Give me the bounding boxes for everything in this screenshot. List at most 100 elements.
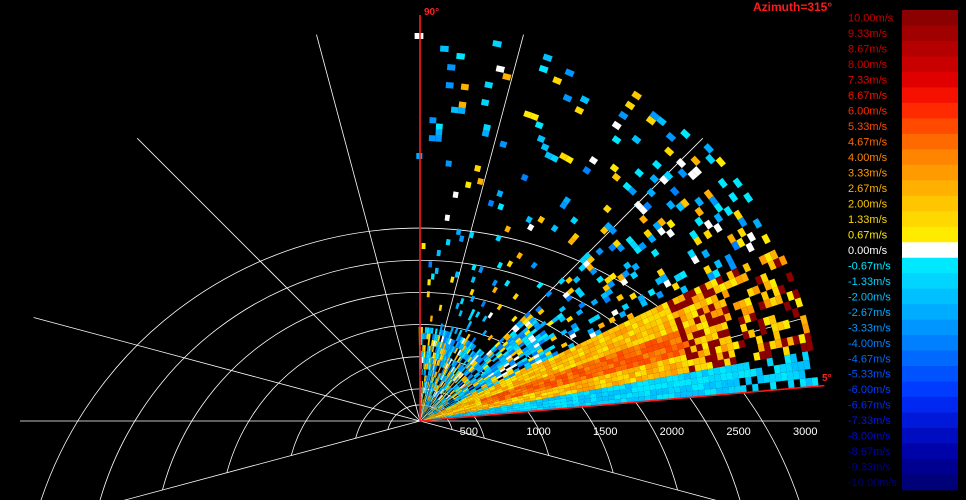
velocity-cell (442, 361, 446, 368)
velocity-cell (422, 412, 426, 418)
velocity-cell (668, 318, 677, 327)
velocity-cell (800, 342, 808, 353)
velocity-cell (760, 272, 769, 283)
velocity-cell (430, 404, 435, 409)
velocity-cell (636, 380, 644, 387)
velocity-cell (709, 325, 717, 334)
velocity-cell (653, 349, 662, 357)
velocity-cell (526, 314, 534, 321)
velocity-cell (653, 372, 661, 379)
velocity-cell (608, 226, 618, 235)
velocity-cell (443, 402, 449, 407)
velocity-cell (471, 390, 477, 395)
velocity-cell (447, 413, 454, 416)
velocity-cell (676, 158, 687, 169)
velocity-cell (504, 396, 512, 400)
velocity-cell (435, 413, 441, 417)
velocity-cell (434, 384, 438, 391)
velocity-cell (423, 375, 426, 382)
velocity-cell (629, 334, 638, 342)
velocity-cell (521, 335, 528, 342)
velocity-cell (600, 360, 608, 367)
velocity-cell (707, 287, 716, 297)
velocity-cell (534, 356, 542, 362)
velocity-cell (629, 240, 639, 250)
velocity-cell (536, 401, 543, 406)
velocity-cell (530, 400, 537, 404)
velocity-cell (464, 362, 470, 369)
velocity-cell (449, 400, 455, 405)
legend-swatch (902, 211, 958, 228)
velocity-cell (425, 387, 428, 394)
velocity-cell (469, 377, 476, 383)
velocity-cell (438, 406, 445, 411)
velocity-cell (606, 358, 614, 365)
velocity-cell (666, 299, 675, 308)
velocity-cell (649, 384, 656, 391)
sector-end-line (419, 384, 825, 422)
velocity-cell (442, 390, 447, 396)
legend-label: 3.33m/s (848, 167, 888, 179)
velocity-cell (470, 408, 477, 411)
velocity-cell (538, 339, 546, 346)
velocity-cell (613, 361, 621, 368)
velocity-cell (768, 278, 778, 289)
velocity-cell (435, 401, 441, 406)
velocity-cell (428, 327, 432, 334)
velocity-cell (466, 383, 473, 388)
velocity-cell (557, 277, 566, 285)
velocity-cell (558, 351, 566, 358)
velocity-cell (420, 357, 423, 364)
velocity-cell (427, 351, 431, 358)
velocity-cell (505, 354, 512, 361)
velocity-cell (424, 399, 427, 406)
velocity-cell (457, 107, 466, 115)
velocity-cell (571, 349, 579, 356)
velocity-cell (547, 393, 554, 398)
velocity-cell (423, 418, 430, 420)
velocity-cell (433, 384, 437, 390)
velocity-cell (612, 239, 622, 248)
velocity-cell (492, 40, 502, 48)
velocity-cell (594, 328, 602, 336)
velocity-cell (450, 346, 455, 353)
azimuth-spoke (123, 420, 421, 500)
velocity-cell (423, 415, 429, 420)
velocity-cell (517, 362, 524, 368)
velocity-cell (422, 412, 426, 418)
range-tick-label: 2000 (660, 426, 684, 438)
velocity-cell (449, 373, 454, 379)
velocity-cell (453, 413, 460, 415)
velocity-cell (433, 398, 438, 405)
velocity-cell (486, 397, 493, 401)
velocity-cell (480, 381, 487, 387)
velocity-cell (650, 306, 659, 315)
velocity-cell (559, 394, 567, 400)
legend-swatch (902, 87, 958, 104)
velocity-cell (507, 408, 514, 412)
velocity-cell (436, 402, 442, 408)
velocity-cell (542, 53, 553, 63)
velocity-cell (771, 286, 781, 297)
velocity-cell (539, 353, 547, 360)
velocity-cell (423, 369, 426, 376)
velocity-cell (420, 411, 422, 418)
velocity-cell (726, 372, 734, 381)
velocity-cell (434, 410, 440, 414)
velocity-cell (778, 255, 788, 266)
velocity-cell (539, 330, 547, 337)
velocity-cell (441, 382, 446, 388)
velocity-cell (421, 405, 423, 412)
velocity-cell (441, 414, 448, 417)
velocity-cell (434, 267, 439, 275)
velocity-cell (429, 389, 433, 395)
velocity-cell (462, 387, 469, 393)
velocity-cell (647, 314, 656, 323)
velocity-cell (690, 255, 700, 265)
velocity-cell (682, 305, 691, 315)
velocity-cell (423, 387, 425, 394)
velocity-cell (471, 391, 478, 396)
velocity-cell (631, 339, 639, 347)
velocity-cell (423, 416, 429, 420)
velocity-cell (585, 373, 593, 380)
